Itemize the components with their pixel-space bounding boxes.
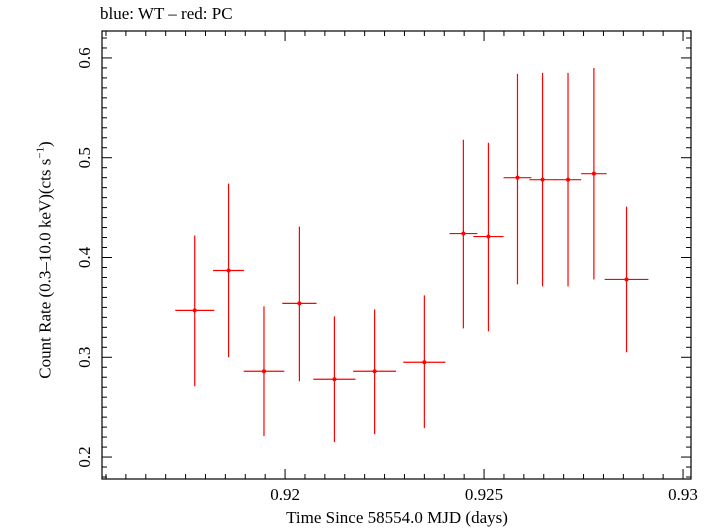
y-axis-label-superscript: −1 (34, 146, 47, 159)
data-marker (261, 369, 266, 374)
data-marker (297, 301, 302, 306)
plot-frame (101, 30, 692, 480)
x-axis-label: Time Since 58554.0 MJD (days) (286, 508, 508, 527)
axis-tick-labels: 0.92 0.925 0.93 0.2 0.3 0.4 0.5 0.6 (75, 47, 698, 504)
data-point (175, 235, 215, 387)
data-point (529, 72, 556, 287)
data-marker (192, 308, 197, 313)
data-point (604, 206, 649, 353)
y-tick-label: 0.5 (75, 147, 94, 168)
y-axis-label-end: ) (35, 141, 55, 147)
axis-ticks (102, 31, 691, 479)
x-tick-label: 0.93 (668, 485, 698, 504)
x-tick-label: 0.925 (465, 485, 503, 504)
y-axis-label-main: Count Rate (0.3–10.0 keV)(cts s (35, 158, 55, 379)
data-marker (226, 268, 231, 273)
data-point (243, 306, 285, 437)
data-marker (332, 377, 337, 382)
x-tick-label: 0.92 (270, 485, 300, 504)
data-marker (566, 177, 571, 182)
data-marker (422, 360, 427, 365)
chart-title: blue: WT – red: PC (100, 4, 233, 23)
y-tick-label: 0.6 (75, 47, 94, 68)
y-tick-label: 0.2 (75, 446, 94, 467)
data-point (581, 67, 607, 280)
data-point (473, 142, 504, 332)
data-marker (515, 175, 520, 180)
y-axis-label: Count Rate (0.3–10.0 keV)(cts s−1) (35, 141, 56, 378)
data-marker (591, 171, 596, 176)
data-point (503, 73, 532, 285)
y-tick-label: 0.3 (75, 347, 94, 368)
data-point (313, 316, 356, 443)
data-marker (372, 369, 377, 374)
data-points (175, 67, 649, 443)
data-point (282, 226, 317, 382)
data-point (353, 309, 397, 435)
data-marker (461, 231, 466, 236)
data-marker (540, 177, 545, 182)
data-point (554, 72, 582, 287)
data-point (213, 183, 245, 358)
y-tick-label: 0.4 (75, 246, 94, 268)
data-marker (486, 234, 491, 239)
data-point (403, 295, 446, 429)
data-point (449, 139, 478, 329)
data-marker (624, 277, 629, 282)
